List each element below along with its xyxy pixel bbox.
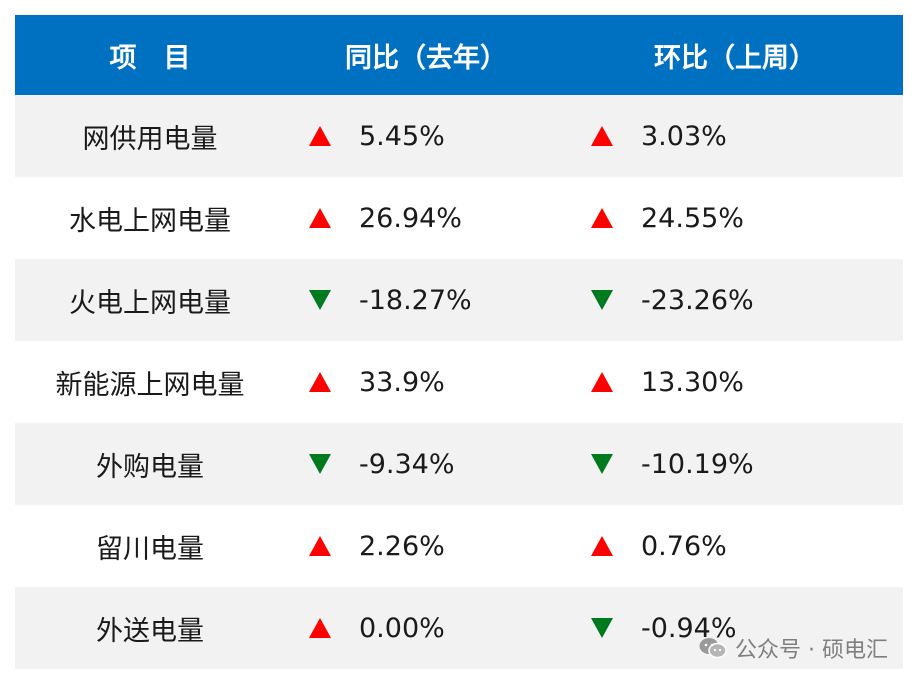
triangle-up-icon — [309, 618, 331, 638]
table-row: 水电上网电量 26.94% 24.55% — [15, 177, 903, 259]
yoy-cell: -9.34% — [309, 423, 455, 505]
triangle-up-icon — [309, 536, 331, 556]
table-row: 外购电量 -9.34% -10.19% — [15, 423, 903, 505]
triangle-up-icon — [591, 372, 613, 392]
mom-cell: 24.55% — [591, 177, 744, 259]
yoy-value: -18.27% — [359, 284, 472, 316]
mom-value: 3.03% — [641, 120, 727, 152]
header-yoy: 同比（去年） — [345, 42, 507, 74]
electricity-table: 项 目 同比（去年） 环比（上周） 网供用电量 5.45% 3.03% 水电上网电量 2… — [15, 15, 903, 669]
mom-cell: -0.94% — [591, 587, 737, 669]
table-row: 新能源上网电量 33.9% 13.30% — [15, 341, 903, 423]
triangle-up-icon — [591, 126, 613, 146]
yoy-cell: 0.00% — [309, 587, 445, 669]
yoy-value: 0.00% — [359, 612, 445, 644]
triangle-up-icon — [309, 208, 331, 228]
mom-value: -0.94% — [641, 612, 737, 644]
mom-value: 0.76% — [641, 530, 727, 562]
yoy-value: 33.9% — [359, 366, 445, 398]
yoy-cell: 26.94% — [309, 177, 462, 259]
mom-cell: -10.19% — [591, 423, 754, 505]
mom-cell: 3.03% — [591, 95, 727, 177]
header-mom: 环比（上周） — [654, 42, 816, 74]
yoy-value: 2.26% — [359, 530, 445, 562]
triangle-up-icon — [309, 372, 331, 392]
row-name: 新能源上网电量 — [55, 369, 245, 401]
mom-value: 24.55% — [641, 202, 744, 234]
triangle-down-icon — [591, 618, 613, 638]
yoy-value: 26.94% — [359, 202, 462, 234]
wechat-icon — [699, 637, 727, 659]
triangle-up-icon — [591, 536, 613, 556]
yoy-value: -9.34% — [359, 448, 455, 480]
row-name: 外购电量 — [96, 451, 204, 483]
triangle-up-icon — [309, 126, 331, 146]
row-name: 留川电量 — [96, 533, 204, 565]
triangle-down-icon — [591, 454, 613, 474]
table-body: 网供用电量 5.45% 3.03% 水电上网电量 26.94% 24.55% 火电上网电量 -… — [15, 95, 903, 669]
row-name: 火电上网电量 — [69, 287, 231, 319]
triangle-up-icon — [591, 208, 613, 228]
row-name: 水电上网电量 — [69, 205, 231, 237]
row-name: 网供用电量 — [82, 123, 218, 155]
watermark: 公众号 · 硕电汇 — [699, 632, 888, 664]
mom-cell: -23.26% — [591, 259, 754, 341]
mom-value: -10.19% — [641, 448, 754, 480]
triangle-down-icon — [309, 290, 331, 310]
yoy-cell: 5.45% — [309, 95, 445, 177]
triangle-down-icon — [591, 290, 613, 310]
table-row: 网供用电量 5.45% 3.03% — [15, 95, 903, 177]
row-name: 外送电量 — [96, 615, 204, 647]
yoy-cell: -18.27% — [309, 259, 472, 341]
table-row: 外送电量 0.00% -0.94% — [15, 587, 903, 669]
watermark-text: 公众号 · 硕电汇 — [735, 638, 888, 663]
header-item: 项 目 — [109, 42, 191, 74]
yoy-value: 5.45% — [359, 120, 445, 152]
mom-cell: 0.76% — [591, 505, 727, 587]
triangle-down-icon — [309, 454, 331, 474]
table-row: 留川电量 2.26% 0.76% — [15, 505, 903, 587]
mom-value: -23.26% — [641, 284, 754, 316]
table-header: 项 目 同比（去年） 环比（上周） — [15, 15, 903, 95]
table-row: 火电上网电量 -18.27% -23.26% — [15, 259, 903, 341]
yoy-cell: 2.26% — [309, 505, 445, 587]
yoy-cell: 33.9% — [309, 341, 445, 423]
mom-cell: 13.30% — [591, 341, 744, 423]
mom-value: 13.30% — [641, 366, 744, 398]
